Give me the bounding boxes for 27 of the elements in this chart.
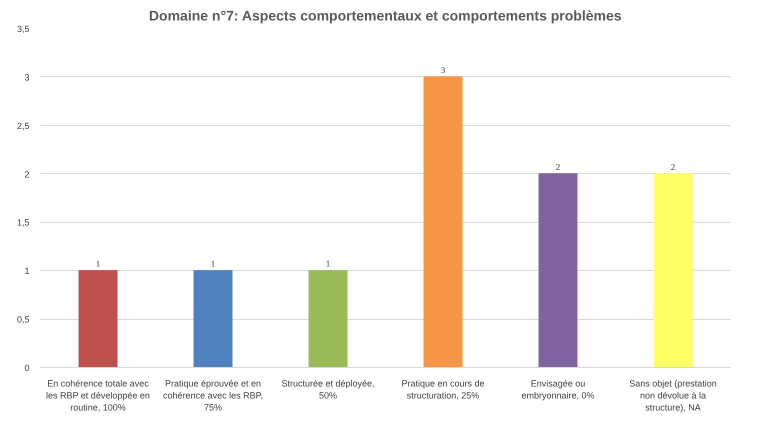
y-tick-label: 3,5 [16,24,30,34]
data-label: 1 [326,258,330,269]
x-tick-label: En cohérence totale avec les RBP et développée en routine, 100% [46,378,150,412]
data-label: 2 [556,162,560,172]
x-tick-label: Structurée et déployée, 50% [281,378,375,400]
y-tick-label: 2,5 [16,120,30,131]
y-tick-label: 0 [24,363,30,373]
bar [308,270,348,368]
bar [538,173,578,368]
bar [424,76,462,368]
y-tick-label: 1,5 [16,218,30,228]
data-label: 1 [96,258,100,269]
x-tick-label: Envisagée ou embryonnaire, 0% [521,378,595,400]
y-tick-label: 2 [24,169,30,180]
y-tick-label: 1 [24,266,30,276]
chart-title: Domaine n°7: Aspects comportementaux et comportements problèmes [148,8,622,24]
bar [78,270,118,368]
data-label: 2 [670,162,676,172]
x-tick-label: Sans objet (prestation non dévolue à la structure), NA [629,378,717,412]
data-label: 1 [210,258,216,269]
y-tick-label: 3 [24,72,30,82]
bar [194,270,232,368]
data-label: 3 [440,64,446,75]
y-tick-label: 0,5 [16,314,30,325]
x-tick-label: Pratique en cours de structuration, 25% [401,378,485,400]
x-tick-label: Pratique éprouvée et en cohérence avec les RBP, 75% [163,378,263,412]
bar [654,173,692,368]
